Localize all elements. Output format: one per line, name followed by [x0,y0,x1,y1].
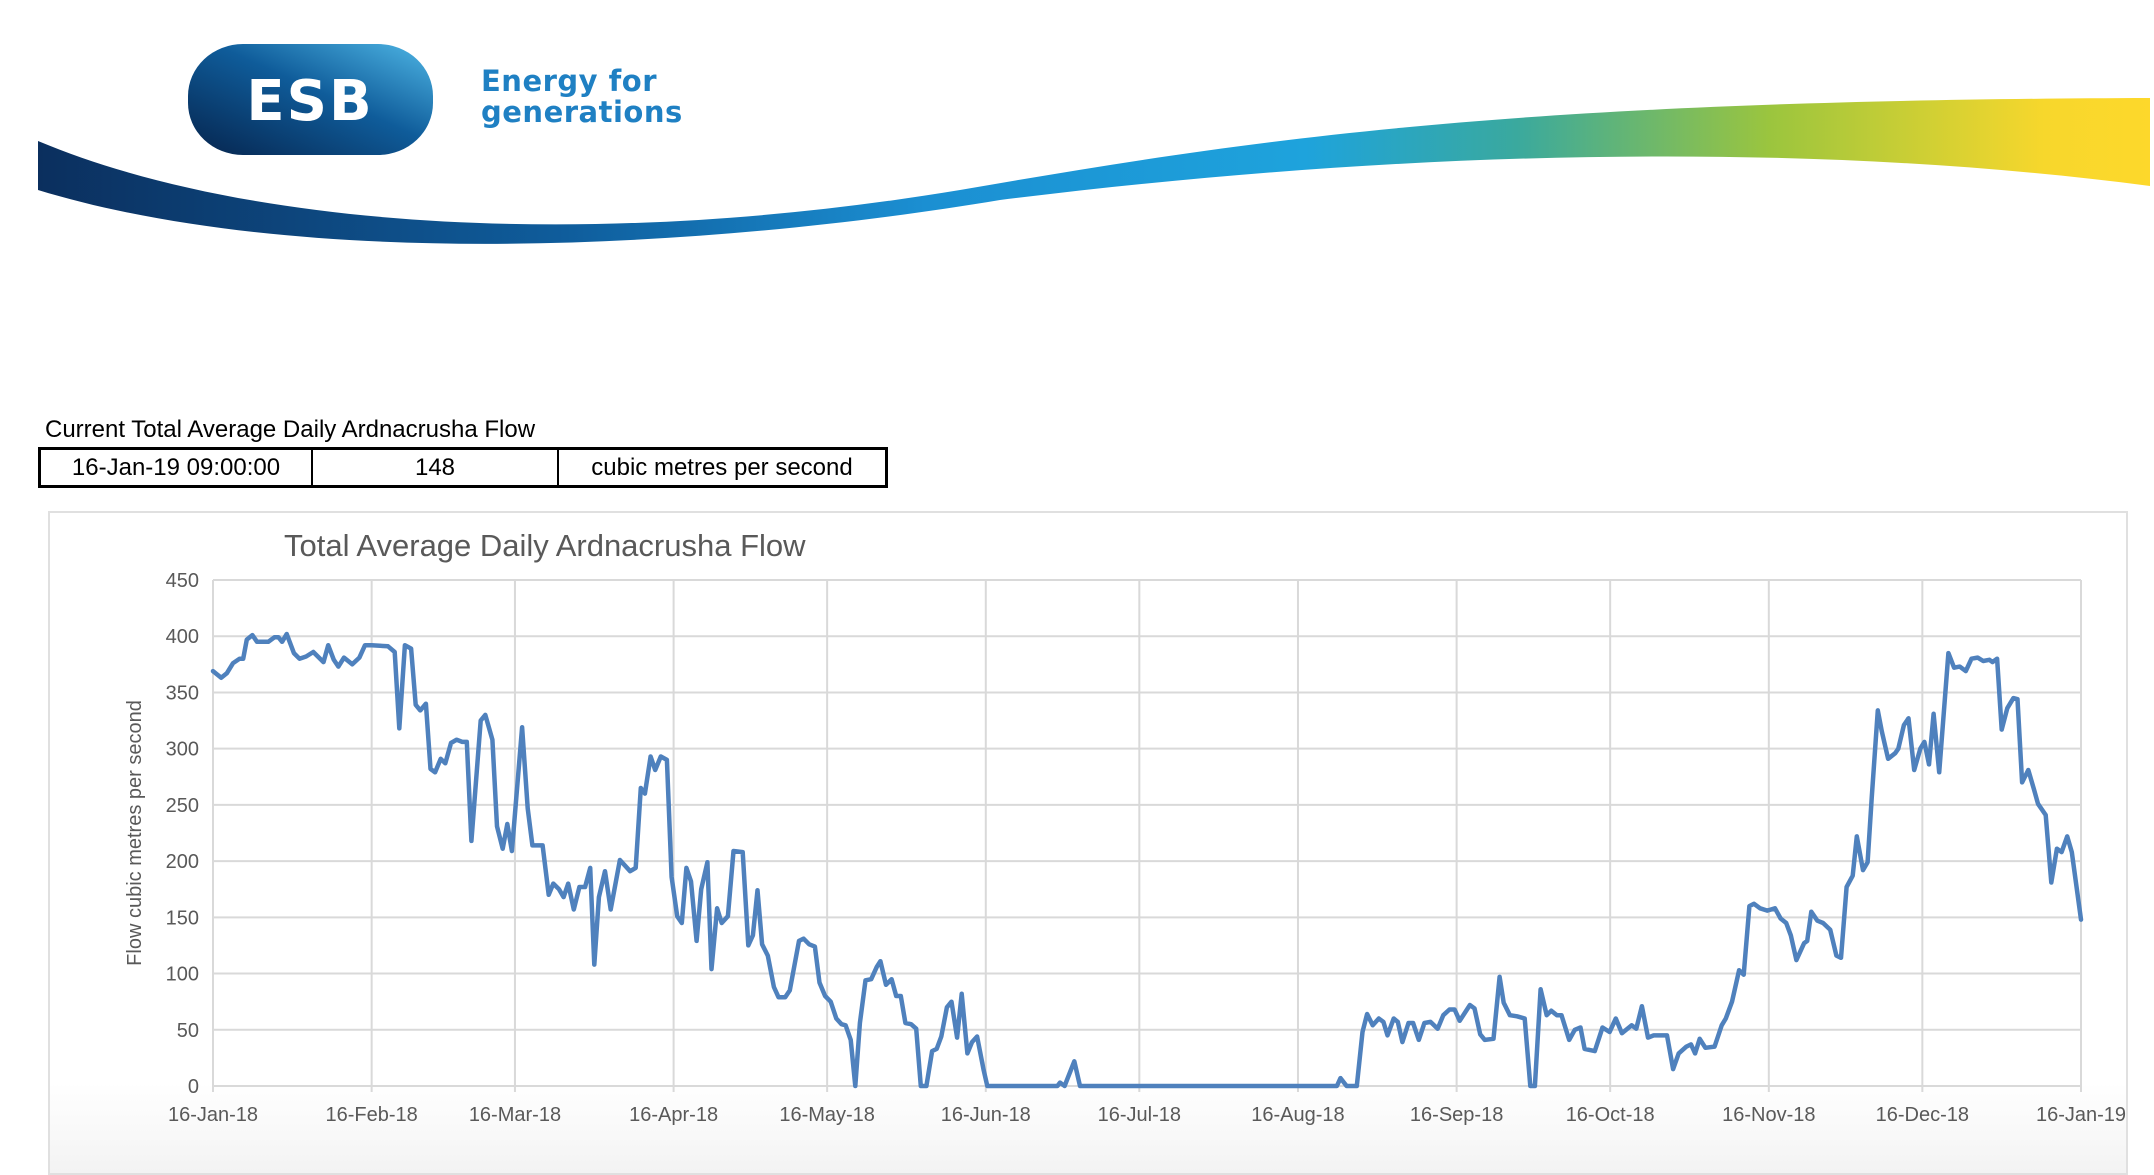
x-tick-label: 16-Apr-18 [629,1104,718,1126]
header-banner: ESB [38,44,2150,244]
logo-tagline: Energy for generations [481,66,683,128]
x-tick-label: 16-Oct-18 [1566,1104,1655,1126]
current-timestamp: 16-Jan-19 09:00:00 [41,450,313,485]
x-tick-label: 16-Aug-18 [1251,1104,1344,1126]
y-tick-label: 250 [166,795,199,817]
x-tick-label: 16-Jan-18 [168,1104,258,1126]
y-tick-label: 350 [166,682,199,704]
x-tick-label: 16-Sep-18 [1410,1104,1503,1126]
y-tick-label: 400 [166,626,199,648]
tagline-line-1: Energy for [481,64,658,98]
chart-title: Total Average Daily Ardnacrusha Flow [284,528,806,563]
x-tick-label: 16-Mar-18 [469,1104,561,1126]
x-tick-label: 16-Jan-19 [2036,1104,2126,1126]
tagline-line-2: generations [481,95,683,129]
y-tick-label: 150 [166,907,199,929]
series-line-flow [210,631,2084,1089]
current-flow-label: Current Total Average Daily Ardnacrusha … [45,416,536,443]
x-tick-label: 16-Dec-18 [1876,1104,1969,1126]
y-tick-label: 50 [177,1020,199,1042]
current-flow-table: 16-Jan-19 09:00:00 148 cubic metres per … [38,447,888,488]
x-tick-label: 16-Feb-18 [326,1104,418,1126]
svg-text:ESB: ESB [246,69,373,134]
x-tick-label: 16-Jul-18 [1098,1104,1181,1126]
y-tick-label: 300 [166,739,199,761]
y-tick-label: 100 [166,964,199,986]
y-tick-label: 0 [188,1076,199,1098]
esb-logo: ESB [188,44,433,155]
current-unit: cubic metres per second [591,453,853,481]
y-tick-label: 450 [166,570,199,592]
x-tick-label: 16-May-18 [779,1104,875,1126]
x-tick-label: 16-Jun-18 [941,1104,1031,1126]
swoosh-ribbon [38,98,2150,244]
chart-container: 0 50 100 150 200 250 300 350 400 450 16-Jan-18 16-F… [48,511,2128,1175]
y-tick-label: 200 [166,851,199,873]
y-axis-label: Flow cubic metres per second [124,700,146,966]
flow-chart: 0 50 100 150 200 250 300 350 400 450 16-Jan-18 16-F… [124,528,2126,1126]
current-value: 148 [313,450,559,485]
x-tick-label: 16-Nov-18 [1722,1104,1815,1126]
